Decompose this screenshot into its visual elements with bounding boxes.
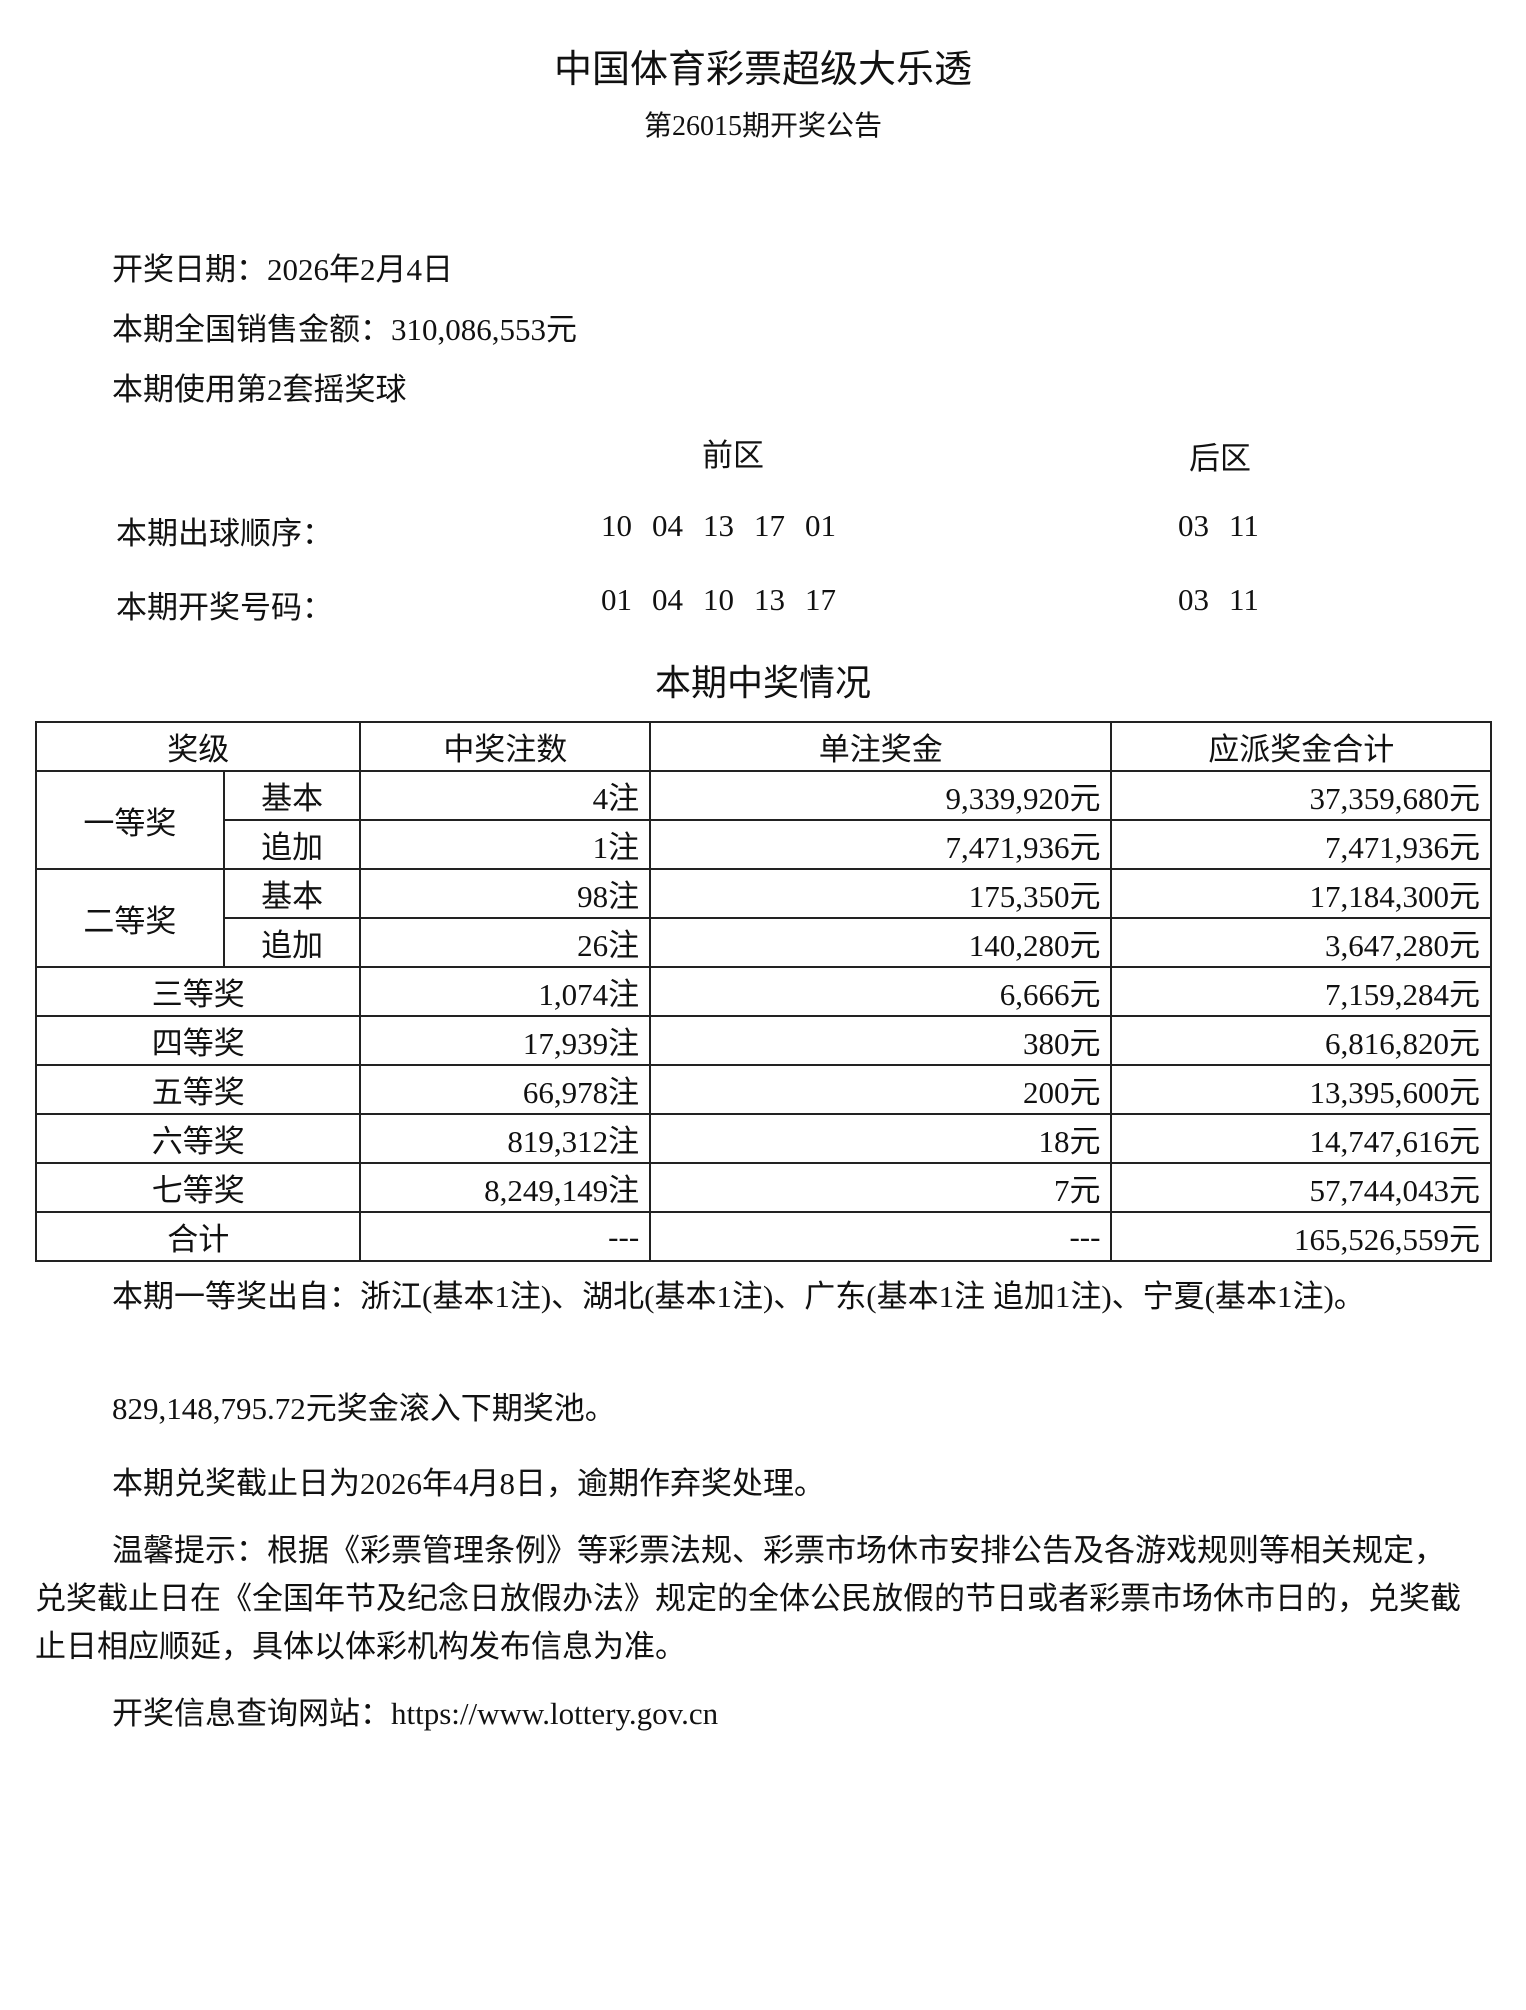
ball-set: 本期使用第2套摇奖球 [112, 372, 407, 407]
ball-number: 10 [703, 582, 734, 617]
unit-prize: 9,339,920元 [649, 770, 1113, 821]
table-row: 一等奖 基本 4注 9,339,920元 37,359,680元 [35, 770, 1492, 870]
prize-level: 合计 [34, 1211, 362, 1262]
page-title: 中国体育彩票超级大乐透 [553, 49, 972, 91]
prize-level: 六等奖 [34, 1113, 362, 1164]
total-prize: 57,744,043元 [1110, 1162, 1492, 1213]
total-prize: 13,395,600元 [1110, 1064, 1492, 1115]
table-row: 六等奖 819,312注 18元 14,747,616元 [34, 1113, 1492, 1164]
winner-count: 26注 [359, 917, 652, 968]
header-level: 奖级 [34, 721, 362, 772]
winner-count: 4注 [359, 770, 652, 821]
table-row: 七等奖 8,249,149注 7元 57,744,043元 [34, 1162, 1492, 1213]
prize-type: 追加 [222, 917, 362, 968]
table-row: 二等奖 基本 98注 175,350元 17,184,300元 [35, 868, 1492, 968]
ball-number: 04 [652, 582, 683, 617]
winner-count: 98注 [359, 868, 652, 919]
winner-count: --- [359, 1211, 652, 1262]
unit-prize: 6,666元 [649, 966, 1113, 1017]
unit-prize: 7元 [649, 1162, 1113, 1213]
table-row: 合计 --- --- 165,526,559元 [34, 1211, 1492, 1262]
total-prize: 7,471,936元 [1110, 819, 1492, 870]
total-prize: 7,159,284元 [1110, 966, 1492, 1017]
ball-number: 03 [1178, 508, 1209, 543]
table-row: 三等奖 1,074注 6,666元 7,159,284元 [34, 966, 1492, 1017]
website-note: 开奖信息查询网站：https://www.lottery.gov.cn [112, 1696, 719, 1731]
unit-prize: 140,280元 [649, 917, 1113, 968]
unit-prize: --- [649, 1211, 1113, 1262]
rollover-note: 829,148,795.72元奖金滚入下期奖池。 [112, 1391, 616, 1426]
prize-table: 奖级 中奖注数 单注奖金 应派奖金合计 一等奖 基本 4注 9,339,920元… [34, 721, 1492, 1262]
result-front-numbers: 01 04 10 13 17 [601, 582, 856, 618]
order-label: 本期出球顺序： [116, 516, 333, 551]
header-total: 应派奖金合计 [1110, 721, 1492, 772]
ball-number: 03 [1178, 582, 1209, 617]
ball-number: 01 [601, 582, 632, 617]
header-count: 中奖注数 [359, 721, 652, 772]
total-prize: 14,747,616元 [1110, 1113, 1492, 1164]
order-front-numbers: 10 04 13 17 01 [601, 508, 856, 544]
unit-prize: 380元 [649, 1015, 1113, 1066]
total-prize: 6,816,820元 [1110, 1015, 1492, 1066]
winner-count: 17,939注 [359, 1015, 652, 1066]
ball-number: 13 [754, 582, 785, 617]
total-prize: 37,359,680元 [1110, 770, 1492, 821]
total-prize: 165,526,559元 [1110, 1211, 1492, 1262]
ball-number: 17 [754, 508, 785, 543]
prize-level: 三等奖 [34, 966, 362, 1017]
prize-level: 四等奖 [34, 1015, 362, 1066]
prize-type: 追加 [222, 819, 362, 870]
result-back-numbers: 03 11 [1178, 582, 1279, 618]
first-prize-origin: 本期一等奖出自：浙江(基本1注)、湖北(基本1注)、广东(基本1注 追加1注)、… [112, 1279, 1365, 1314]
deadline-note: 本期兑奖截止日为2026年4月8日，逾期作弃奖处理。 [112, 1466, 825, 1501]
prize-section-title: 本期中奖情况 [654, 663, 871, 703]
order-back-numbers: 03 11 [1178, 508, 1279, 544]
result-label: 本期开奖号码： [116, 590, 333, 625]
draw-date: 开奖日期：2026年2月4日 [112, 252, 453, 287]
reminder-note: 温馨提示：根据《彩票管理条例》等彩票法规、彩票市场休市安排公告及各游戏规则等相关… [35, 1533, 1461, 1664]
ball-number: 17 [805, 582, 836, 617]
unit-prize: 18元 [649, 1113, 1113, 1164]
prize-type: 基本 [222, 770, 362, 821]
ball-number: 04 [652, 508, 683, 543]
table-header-row: 奖级 中奖注数 单注奖金 应派奖金合计 [34, 721, 1492, 772]
ball-number: 01 [805, 508, 836, 543]
back-zone-label: 后区 [1189, 441, 1251, 476]
winner-count: 1注 [359, 819, 652, 870]
ball-number: 13 [703, 508, 734, 543]
page-subtitle: 第26015期开奖公告 [643, 111, 882, 142]
prize-level: 七等奖 [34, 1162, 362, 1213]
header-unit: 单注奖金 [649, 721, 1113, 772]
table-row: 追加 26注 140,280元 3,647,280元 [36, 917, 1492, 968]
front-zone-label: 前区 [702, 438, 764, 473]
unit-prize: 200元 [649, 1064, 1113, 1115]
unit-prize: 175,350元 [649, 868, 1113, 919]
ball-number: 11 [1229, 508, 1259, 543]
table-row: 追加 1注 7,471,936元 7,471,936元 [36, 819, 1492, 870]
table-row: 四等奖 17,939注 380元 6,816,820元 [34, 1015, 1492, 1066]
winner-count: 1,074注 [359, 966, 652, 1017]
prize-type: 基本 [222, 868, 362, 919]
sales-amount: 本期全国销售金额：310,086,553元 [112, 312, 577, 347]
prize-level: 一等奖 [35, 770, 225, 870]
winner-count: 819,312注 [359, 1113, 652, 1164]
ball-number: 10 [601, 508, 632, 543]
ball-number: 11 [1229, 582, 1259, 617]
winner-count: 8,249,149注 [359, 1162, 652, 1213]
prize-level: 五等奖 [34, 1064, 362, 1115]
total-prize: 17,184,300元 [1110, 868, 1492, 919]
table-row: 五等奖 66,978注 200元 13,395,600元 [34, 1064, 1492, 1115]
prize-level: 二等奖 [35, 868, 225, 968]
unit-prize: 7,471,936元 [649, 819, 1113, 870]
total-prize: 3,647,280元 [1110, 917, 1492, 968]
winner-count: 66,978注 [359, 1064, 652, 1115]
